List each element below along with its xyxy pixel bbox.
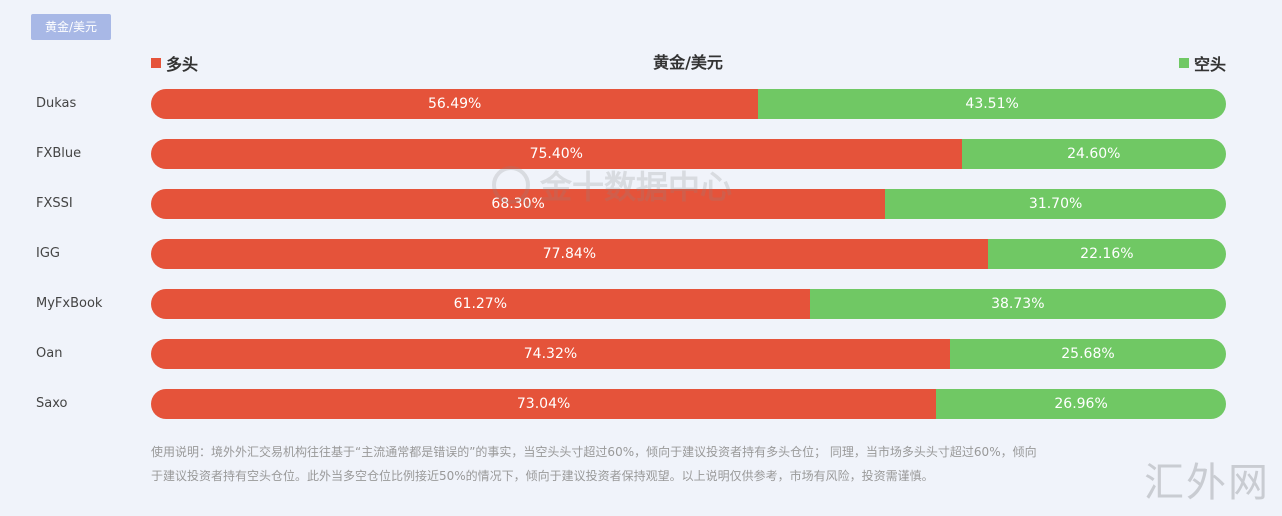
short-bar-segment[interactable]: 31.70% bbox=[885, 189, 1226, 219]
long-bar-segment[interactable]: 77.84% bbox=[151, 239, 988, 269]
row-label: Saxo bbox=[36, 396, 68, 411]
footer-logo: 汇外网 bbox=[1144, 460, 1270, 506]
short-bar-segment[interactable]: 26.96% bbox=[936, 389, 1226, 419]
short-bar-segment[interactable]: 43.51% bbox=[758, 89, 1226, 119]
usage-note-line-1: 使用说明：境外外汇交易机构往往基于“主流通常都是错误的”的事实，当空头头寸超过6… bbox=[151, 445, 1037, 459]
long-bar-segment[interactable]: 68.30% bbox=[151, 189, 886, 219]
long-bar-segment[interactable]: 73.04% bbox=[151, 389, 937, 419]
symbol-tab[interactable]: 黄金/美元 bbox=[31, 14, 111, 40]
legend-short: 空头 bbox=[1179, 52, 1226, 74]
usage-note: 使用说明：境外外汇交易机构往往基于“主流通常都是错误的”的事实，当空头头寸超过6… bbox=[151, 440, 1061, 488]
long-bar-segment[interactable]: 61.27% bbox=[151, 289, 810, 319]
sentiment-bar[interactable]: 75.40% 24.60% bbox=[151, 139, 1226, 169]
sentiment-bar[interactable]: 77.84% 22.16% bbox=[151, 239, 1226, 269]
short-bar-segment[interactable]: 25.68% bbox=[949, 339, 1226, 369]
legend-short-swatch bbox=[1179, 58, 1189, 68]
legend-long-label: 多头 bbox=[166, 55, 199, 74]
legend-long-swatch bbox=[151, 58, 161, 68]
sentiment-bar[interactable]: 56.49% 43.51% bbox=[151, 89, 1226, 119]
chart-title: 黄金/美元 bbox=[653, 53, 723, 72]
sentiment-bar[interactable]: 68.30% 31.70% bbox=[151, 189, 1226, 219]
row-label: IGG bbox=[36, 246, 60, 261]
long-bar-segment[interactable]: 75.40% bbox=[151, 139, 962, 169]
sentiment-bar[interactable]: 73.04% 26.96% bbox=[151, 389, 1226, 419]
row-label: MyFxBook bbox=[36, 296, 103, 311]
usage-note-line-2: 于建议投资者持有空头仓位。此外当多空仓位比例接近50%的情况下，倾向于建议投资者… bbox=[151, 469, 934, 483]
legend-short-label: 空头 bbox=[1194, 55, 1227, 74]
long-bar-segment[interactable]: 74.32% bbox=[151, 339, 950, 369]
short-bar-segment[interactable]: 24.60% bbox=[961, 139, 1226, 169]
sentiment-bar[interactable]: 74.32% 25.68% bbox=[151, 339, 1226, 369]
row-label: FXBlue bbox=[36, 146, 82, 161]
short-bar-segment[interactable]: 38.73% bbox=[809, 289, 1226, 319]
short-bar-segment[interactable]: 22.16% bbox=[987, 239, 1226, 269]
row-label: FXSSI bbox=[36, 196, 73, 211]
row-label: Oan bbox=[36, 346, 63, 361]
long-bar-segment[interactable]: 56.49% bbox=[151, 89, 759, 119]
legend-long: 多头 bbox=[151, 52, 198, 74]
sentiment-bar[interactable]: 61.27% 38.73% bbox=[151, 289, 1226, 319]
row-label: Dukas bbox=[36, 96, 77, 111]
